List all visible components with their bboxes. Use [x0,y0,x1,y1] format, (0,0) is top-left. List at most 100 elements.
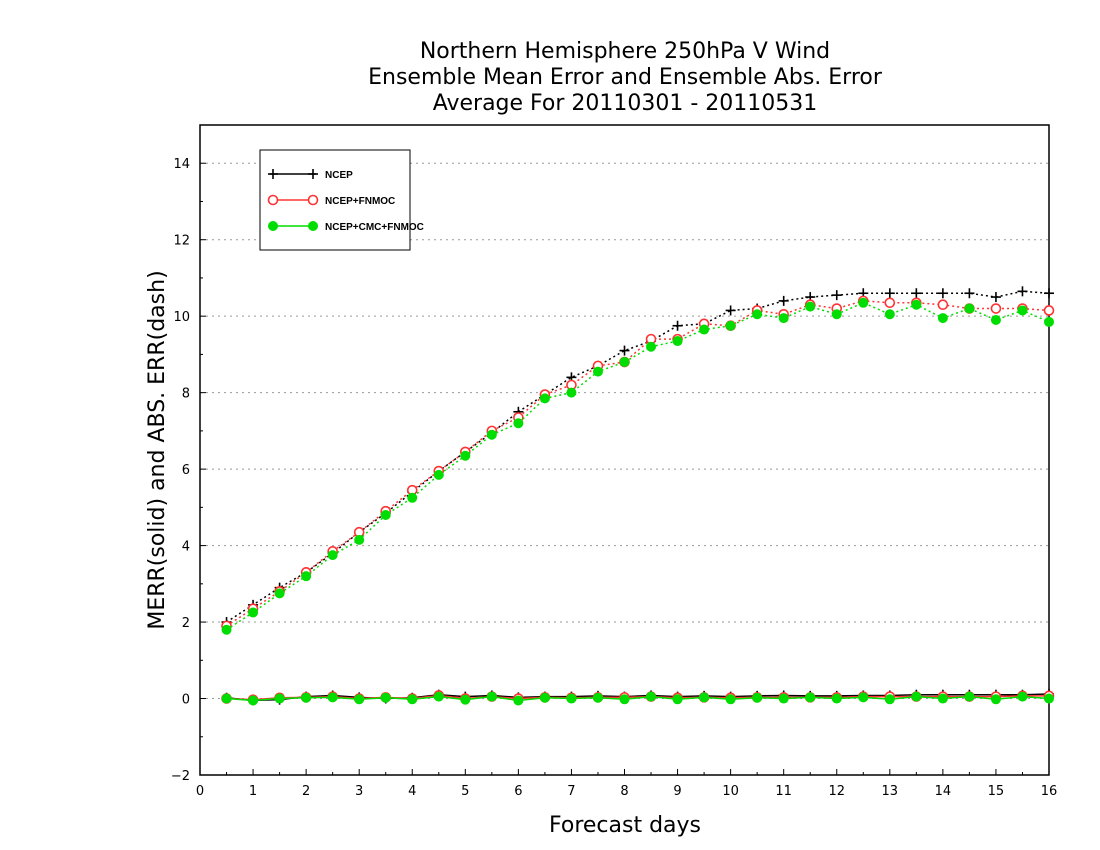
data-point [248,695,259,706]
data-point [884,288,895,299]
x-tick-label: 1 [249,784,257,799]
data-point [380,692,391,703]
data-point [221,693,232,704]
series-ncep-cmc-fnmoc [221,297,1054,706]
data-point [267,194,279,206]
y-tick-label: 14 [173,157,190,172]
data-point [380,510,391,520]
data-point [619,694,630,705]
data-point [752,692,763,703]
data-point [327,692,338,703]
data-point [486,429,497,440]
data-point [566,693,577,704]
data-point [752,309,763,320]
data-point [301,692,312,703]
legend-item: NCEP [268,169,353,181]
data-point [805,692,816,703]
chart-title-line: Ensemble Mean Error and Ensemble Abs. Er… [368,65,883,90]
data-point [937,288,948,299]
x-tick-label: 11 [775,784,792,799]
data-point [221,624,232,635]
x-tick-label: 3 [355,784,363,799]
y-tick-label: 4 [182,540,190,555]
data-point [990,292,1001,303]
chart-title-line: Average For 20110301 - 20110531 [433,91,818,116]
chart-title: Northern Hemisphere 250hPa V WindEnsembl… [368,39,883,116]
data-point [1044,316,1054,327]
data-point [1043,305,1055,316]
x-tick-label: 7 [567,784,575,799]
data-point [646,341,657,352]
chart-title-line: Northern Hemisphere 250hPa V Wind [420,39,830,64]
data-point [990,315,1001,325]
x-axis: 0 1 2 3 4 5 6 7 8 9 10 11 12 13 14 15 16 [196,769,1057,799]
y-tick-label: −2 [171,769,190,784]
abs-error-line [226,300,1050,627]
legend-label: NCEP+CMC+FNMOC [325,222,424,233]
data-point [433,691,444,702]
data-point [778,313,789,324]
data-point [831,309,842,320]
data-point [699,692,710,703]
data-point [831,290,842,301]
x-tick-label: 12 [828,784,845,799]
data-point [725,305,736,316]
data-point [268,221,278,231]
data-point [513,695,524,706]
data-point [1044,693,1054,704]
x-tick-label: 0 [196,784,204,799]
abs-error-line [226,301,1050,631]
legend-item: NCEP+CMC+FNMOC [268,221,424,233]
data-point [566,387,577,398]
grid-lines [200,162,1049,776]
x-tick-label: 4 [408,784,416,799]
data-point [274,693,285,704]
data-point [964,691,975,702]
data-point [858,692,869,703]
data-point [619,357,630,368]
data-point [672,694,683,705]
data-point [725,694,736,705]
y-axis-label: MERR(solid) and ABS. ERR(dash) [145,270,170,629]
data-point [725,320,736,331]
data-point [778,295,789,306]
legend-item: NCEP+FNMOC [267,194,395,207]
data-point [990,303,1002,314]
x-tick-label: 6 [514,784,522,799]
series-layer [221,286,1055,706]
data-point [672,320,683,331]
data-point [268,169,278,179]
data-point [805,301,816,312]
data-point [937,299,949,311]
data-point [778,693,789,704]
data-point [327,550,338,561]
data-point [937,693,948,704]
data-point [433,469,444,480]
y-tick-label: 6 [182,463,190,478]
data-point [354,534,365,545]
series-ncep [221,286,1054,706]
data-point [911,288,922,299]
data-point [990,694,1001,705]
series-ncep-fnmoc [221,295,1055,705]
data-point [307,194,319,206]
x-tick-label: 5 [461,784,469,799]
data-point [619,345,630,356]
data-point [964,303,975,314]
y-tick-label: 2 [182,616,190,631]
data-point [699,324,710,335]
data-point [274,588,285,599]
y-tick-label: 8 [182,387,190,402]
data-point [308,169,318,179]
data-point [884,297,896,309]
data-point [592,692,603,703]
data-point [884,694,895,705]
data-point [1017,305,1028,316]
x-axis-label: Forecast days [549,813,701,838]
data-point [592,366,603,377]
data-point [937,313,948,324]
data-point [460,694,471,705]
data-point [831,693,842,704]
legend-label: NCEP+FNMOC [325,196,395,207]
